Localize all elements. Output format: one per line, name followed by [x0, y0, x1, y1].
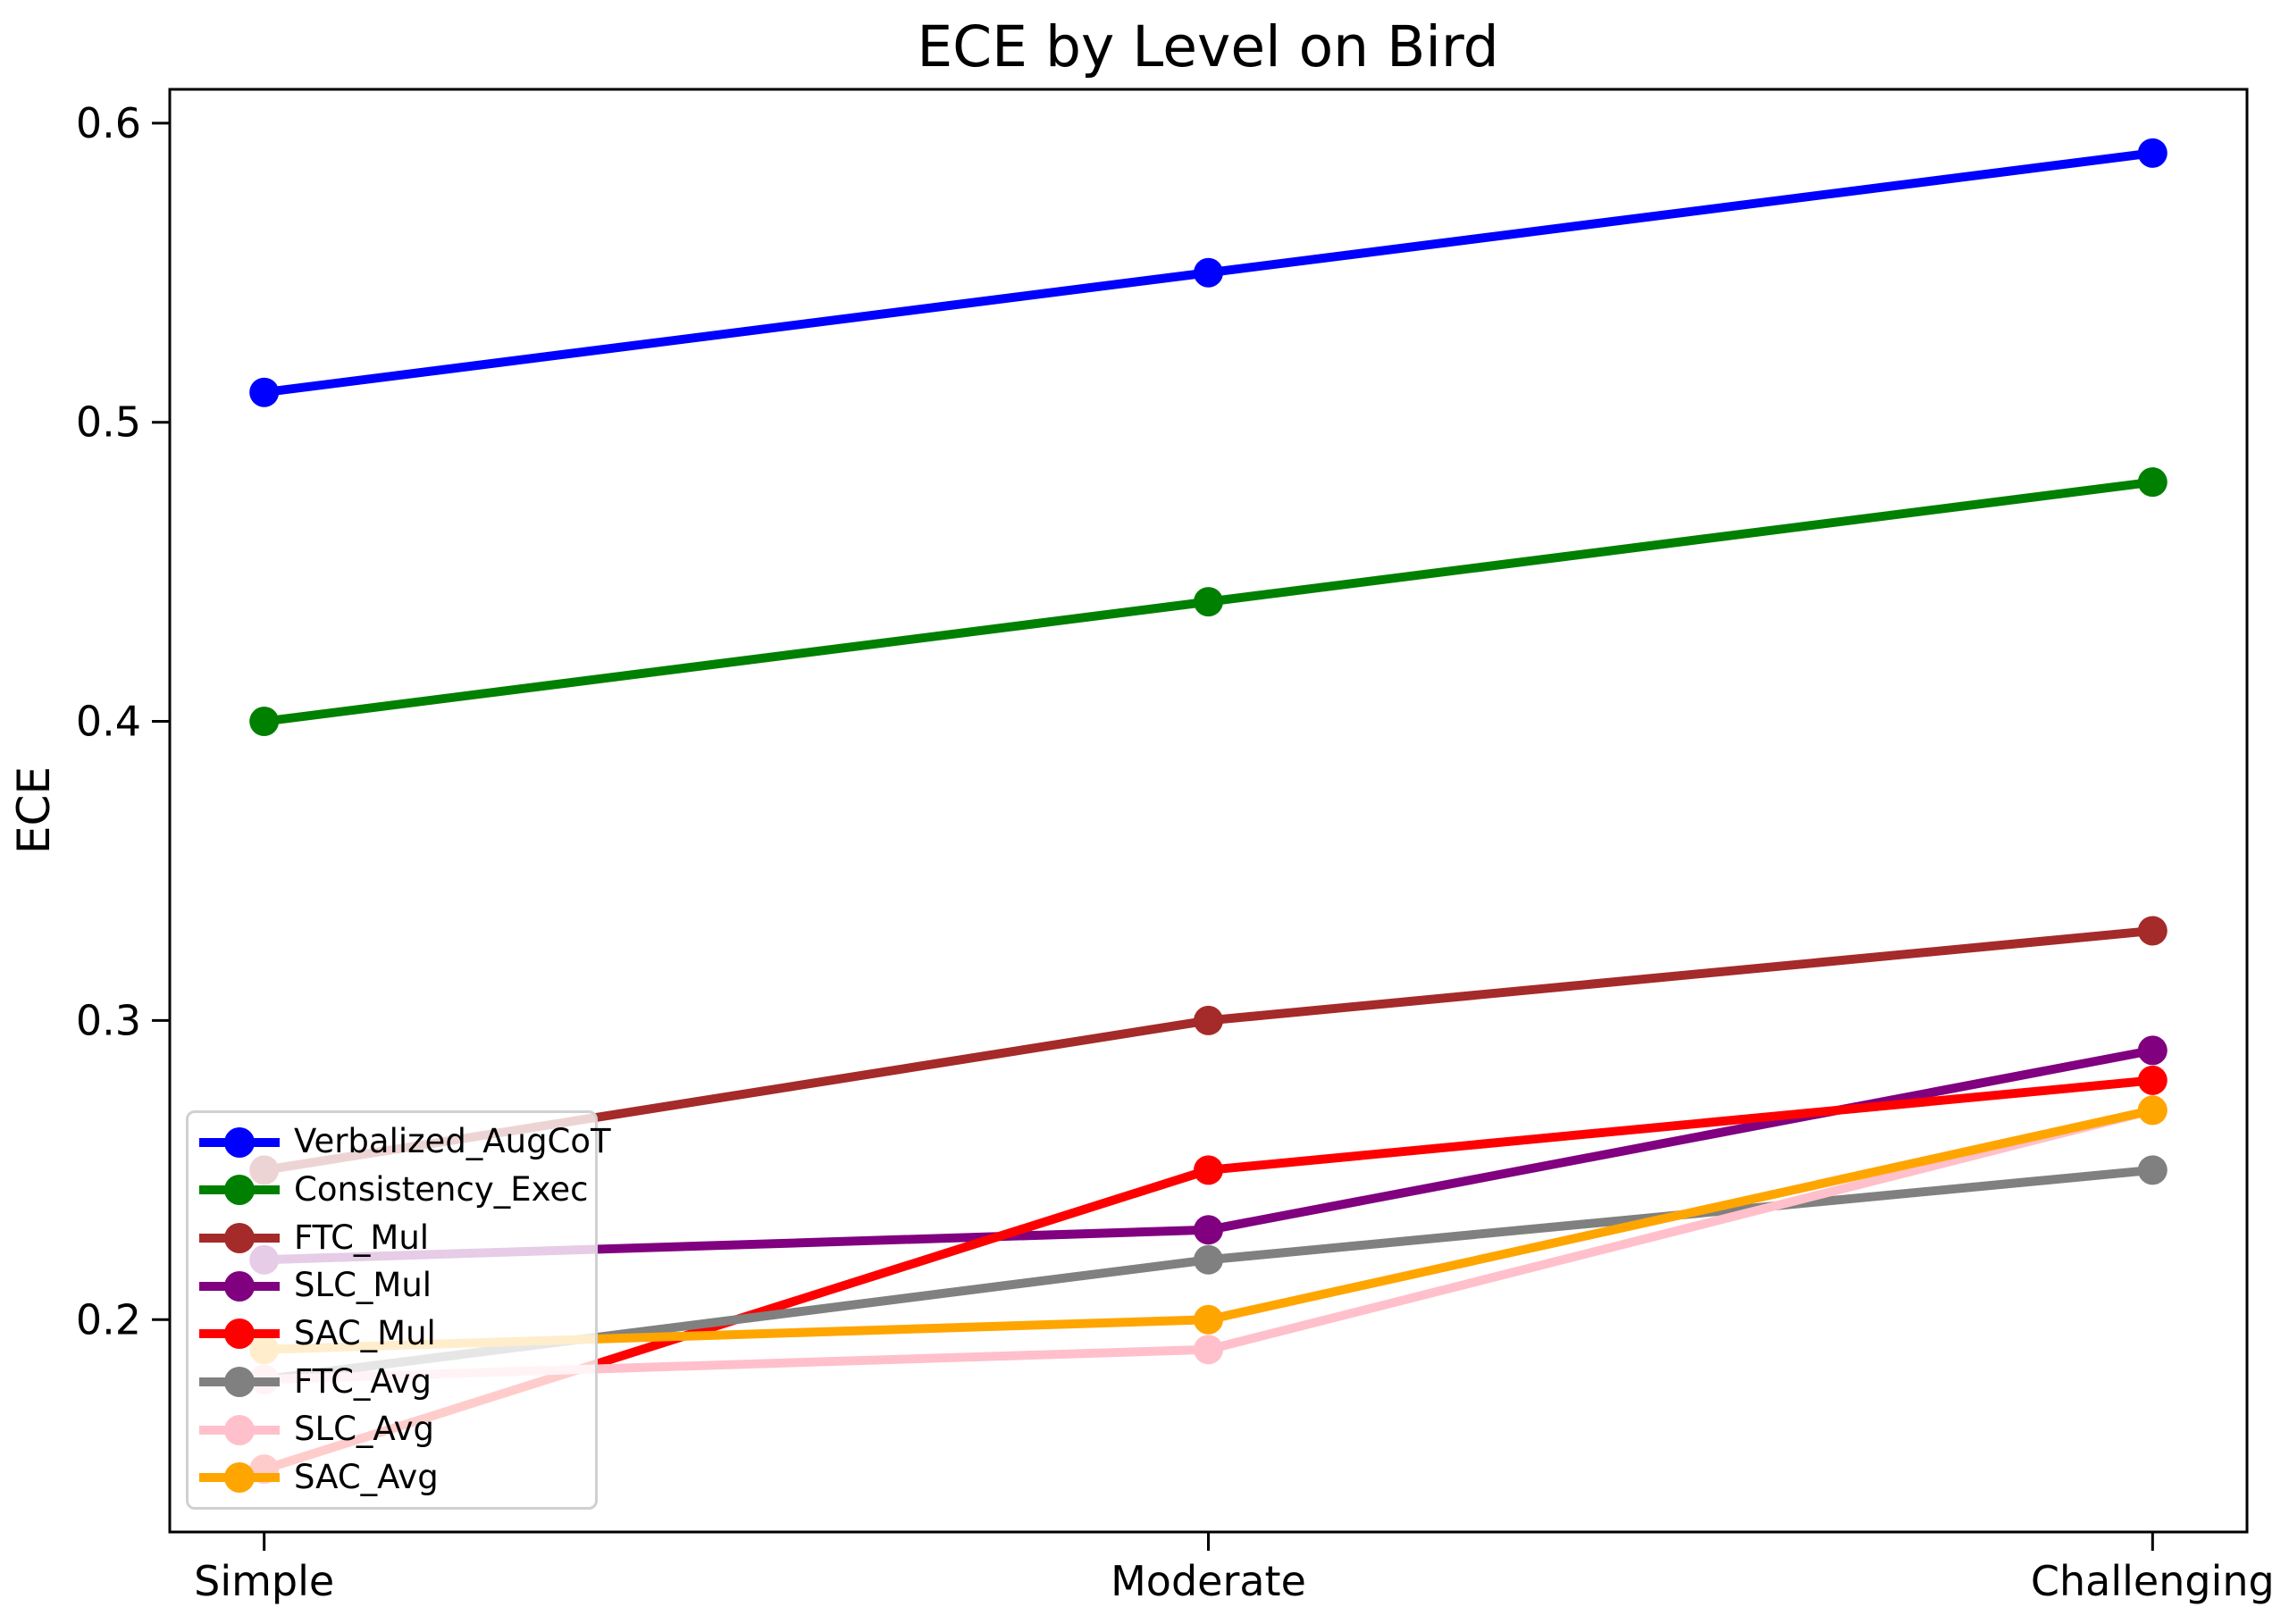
- plot-border: [168, 88, 2249, 1534]
- legend-item-Verbalized_AugCoT: Verbalized_AugCoT: [199, 1121, 611, 1164]
- legend-marker-icon: [199, 1222, 280, 1254]
- legend-item-FTC_Mul: FTC_Mul: [199, 1217, 588, 1260]
- data-point-FTC_Mul: [1194, 1005, 1223, 1035]
- y-tick-label: 0.6: [76, 99, 141, 147]
- data-point-FTC_Mul: [2137, 916, 2167, 946]
- data-point-SLC_Mul: [2137, 1035, 2167, 1066]
- legend-marker-icon: [199, 1366, 280, 1398]
- legend-item-SLC_Avg: SLC_Avg: [199, 1409, 588, 1452]
- legend-label: SAC_Avg: [294, 1457, 439, 1496]
- x-tick-label: Challenging: [2031, 1557, 2275, 1605]
- legend-marker-icon: [199, 1270, 280, 1302]
- legend-label: Verbalized_AugCoT: [294, 1122, 611, 1161]
- x-tick-label: Moderate: [1111, 1557, 1306, 1605]
- legend-marker-icon: [199, 1174, 280, 1206]
- legend-item-SAC_Avg: SAC_Avg: [199, 1456, 588, 1499]
- data-point-Verbalized_AugCoT: [2137, 138, 2167, 168]
- legend-marker-icon: [199, 1414, 280, 1446]
- data-point-FTC_Avg: [2137, 1155, 2167, 1185]
- axis-ticks: 0.2 0.3 0.4 0.5 0.6 Simple Moderate Challenging: [76, 99, 2275, 1605]
- y-tick-label: 0.3: [76, 996, 141, 1044]
- legend-label: FTC_Avg: [294, 1361, 432, 1401]
- legend-label: FTC_Mul: [294, 1218, 430, 1257]
- legend-marker-icon: [199, 1461, 280, 1494]
- legend-label: SLC_Avg: [294, 1410, 434, 1449]
- legend-label: SAC_Mul: [294, 1313, 436, 1352]
- legend-label: Consistency_Exec: [294, 1170, 589, 1210]
- legend-item-Consistency_Exec: Consistency_Exec: [199, 1168, 588, 1211]
- chart-title: ECE by Level on Bird: [917, 14, 1498, 80]
- data-point-SAC_Avg: [2137, 1095, 2167, 1126]
- data-point-SAC_Avg: [1194, 1304, 1223, 1335]
- data-point-SAC_Mul: [1194, 1155, 1223, 1185]
- y-tick-label: 0.4: [76, 698, 141, 746]
- y-tick-label: 0.5: [76, 398, 141, 447]
- data-point-SLC_Avg: [1194, 1335, 1223, 1365]
- data-point-Consistency_Exec: [249, 707, 280, 737]
- data-point-Consistency_Exec: [2137, 467, 2167, 498]
- y-tick-label: 0.2: [76, 1295, 141, 1344]
- x-tick-label: Simple: [194, 1557, 334, 1605]
- data-point-Consistency_Exec: [1194, 587, 1223, 617]
- data-point-Verbalized_AugCoT: [249, 377, 280, 407]
- legend-marker-icon: [199, 1318, 280, 1350]
- y-axis-label: ECE: [8, 766, 60, 854]
- legend: Verbalized_AugCoT Consistency_Exec FTC_Mul…: [186, 1110, 611, 1510]
- data-point-SAC_Mul: [2137, 1065, 2167, 1095]
- legend-label: SLC_Mul: [294, 1266, 432, 1305]
- data-point-SLC_Mul: [1194, 1215, 1223, 1245]
- legend-item-FTC_Avg: FTC_Avg: [199, 1360, 588, 1403]
- legend-marker-icon: [199, 1126, 280, 1159]
- data-point-FTC_Avg: [1194, 1244, 1223, 1275]
- legend-item-SLC_Mul: SLC_Mul: [199, 1265, 588, 1308]
- legend-item-SAC_Mul: SAC_Mul: [199, 1312, 588, 1355]
- data-point-Verbalized_AugCoT: [1194, 257, 1223, 288]
